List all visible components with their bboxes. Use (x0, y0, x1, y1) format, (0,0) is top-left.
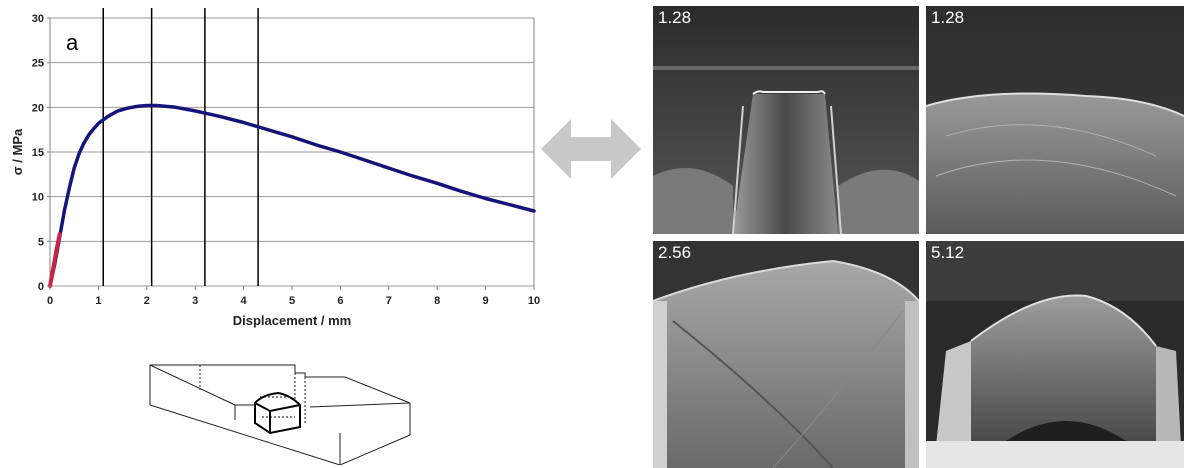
y-tick-label: 5 (38, 236, 44, 248)
y-tick-label: 0 (38, 281, 44, 293)
x-tick-label: 10 (528, 295, 540, 307)
x-tick-label: 9 (483, 295, 489, 307)
double-arrow-icon (541, 119, 641, 179)
micrograph-1: 1.28 (653, 6, 919, 234)
specimen-schematic (149, 364, 411, 465)
x-tick-label: 3 (192, 295, 198, 307)
micrograph-label: 5.12 (931, 243, 965, 262)
micrograph-4: 5.12 (926, 241, 1184, 468)
micrograph-label: 1.28 (658, 8, 692, 27)
micrograph-3: 2.56 (653, 241, 919, 468)
y-tick-label: 20 (32, 102, 44, 114)
x-tick-label: 8 (434, 295, 440, 307)
y-tick-label: 10 (32, 192, 44, 204)
series-line-0 (48, 103, 536, 288)
x-tick-label: 2 (144, 295, 150, 307)
y-tick-label: 15 (32, 147, 44, 159)
arrow-shape (541, 119, 641, 179)
stress-displacement-chart: 0 5 10 15 20 25 30 0 1 2 3 4 5 6 7 8 9 10 Displacement /… (10, 8, 540, 328)
y-tick-label: 25 (32, 58, 44, 70)
micrograph-2: 1.28 (926, 6, 1184, 234)
x-tick-label: 5 (289, 295, 295, 307)
panel-label-a: a (66, 30, 79, 55)
data-series (48, 103, 536, 288)
series-line-1 (48, 232, 62, 288)
y-tick-labels: 0 5 10 15 20 25 30 (32, 13, 50, 293)
x-tick-label: 6 (337, 295, 343, 307)
x-axis-title: Displacement / mm (233, 313, 352, 328)
micrograph-label: 1.28 (931, 8, 965, 27)
vertical-marker-lines (102, 8, 259, 286)
x-tick-label: 1 (95, 295, 101, 307)
x-tick-label: 4 (241, 295, 248, 307)
x-tick-label: 7 (386, 295, 392, 307)
x-tick-labels: 0 1 2 3 4 5 6 7 8 9 10 (47, 286, 540, 307)
micrograph-label: 2.56 (658, 243, 692, 262)
y-tick-label: 30 (32, 13, 44, 25)
x-tick-label: 0 (47, 295, 53, 307)
y-axis-title: σ / MPa (10, 128, 25, 175)
